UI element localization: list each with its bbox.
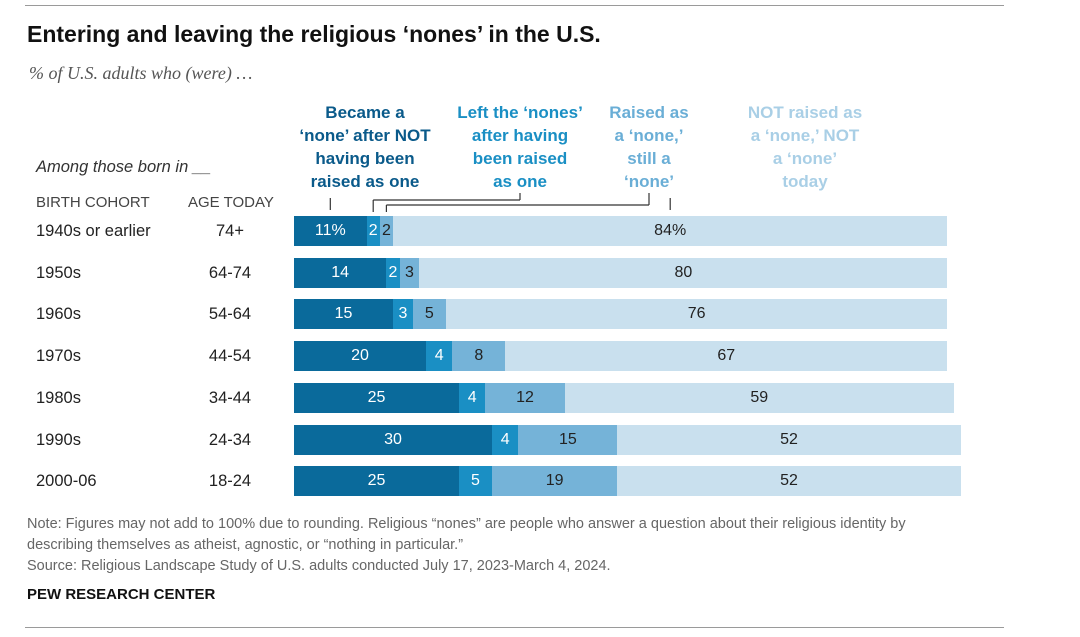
chart-notes: Note: Figures may not add to 100% due to… (27, 514, 1027, 577)
bar-segment-series-3 (485, 382, 565, 413)
bar-value-label: 2 (381, 222, 391, 239)
bar-segment-series-4 (617, 466, 961, 497)
bar-value-label: 67 (717, 347, 736, 365)
chart-subtitle: % of U.S. adults who (were) … (29, 63, 253, 83)
bar-segment-series-4 (564, 382, 954, 413)
bar-value-label: 2 (388, 263, 398, 281)
bar-value-label: 4 (434, 347, 444, 365)
bar-segment-series-3 (399, 257, 420, 288)
bar-segment-series-1 (294, 341, 426, 372)
bar-segment-series-2 (386, 257, 400, 288)
bar-value-label: 15 (334, 305, 353, 323)
age-label: 24-34 (208, 430, 252, 449)
row-header: Among those born in __ (36, 158, 212, 176)
age-today-header: AGE TODAY (188, 194, 274, 211)
bar-segment-series-3 (412, 299, 446, 330)
bar-segment-series-1 (294, 257, 387, 288)
legend-item-2: Left the ‘nones’ after having been raise… (457, 103, 583, 191)
bar-value-label: 4 (467, 388, 477, 406)
bar-value-label: 25 (367, 388, 386, 406)
bar-segment-series-2 (393, 299, 413, 330)
bar-segment-series-2 (366, 216, 380, 246)
bar-value-label: 80 (674, 263, 693, 281)
bar-value-label: 11% (314, 222, 346, 239)
bar-value-label: 19 (545, 472, 564, 490)
bar-value-label: 3 (398, 305, 408, 323)
birth-cohort-header: BIRTH COHORT (36, 194, 150, 211)
bar-segment-series-1 (294, 382, 459, 413)
chart-title: Entering and leaving the religious ‘none… (27, 21, 601, 47)
bar-value-label: 4 (500, 430, 510, 448)
cohort-label: 1940s or earlier (36, 222, 151, 240)
cohort-label: 1960s (36, 305, 81, 324)
age-label: 64-74 (208, 263, 252, 282)
age-label: 18-24 (208, 472, 252, 491)
bar-segment-series-4 (419, 257, 948, 288)
bar-value-label: 8 (474, 347, 484, 365)
bar-segment-series-4 (445, 299, 948, 330)
bar-segment-series-3 (518, 424, 618, 455)
cohort-label: 1950s (36, 263, 81, 282)
bar-value-label: 5 (471, 472, 480, 490)
bar-value-label: 52 (780, 430, 798, 448)
bar-segment-series-4 (505, 341, 948, 372)
bar-segment-series-1 (294, 299, 393, 330)
cohort-label: 2000-06 (36, 472, 97, 491)
legend-item-4: NOT raised as a ‘none,’ NOT a ‘none’ tod… (747, 103, 863, 191)
bar-segment-series-2 (492, 424, 519, 455)
bar-value-label: 14 (331, 263, 350, 281)
note-line: Note: Figures may not add to 100% due to… (27, 516, 906, 532)
legend-item-1: Became a ‘none’ after NOT having been ra… (299, 103, 431, 191)
top-rule (25, 5, 1004, 6)
bar-value-label: 20 (351, 347, 369, 365)
age-label: 44-54 (208, 347, 252, 366)
bar-segment-series-2 (426, 341, 453, 372)
bar-value-label: 5 (424, 305, 434, 323)
bar-value-label: 84% (654, 222, 687, 239)
bar-value-label: 2 (368, 222, 378, 239)
bar-segment-series-1 (294, 466, 459, 497)
bar-value-label: 30 (384, 430, 402, 448)
source-organization: PEW RESEARCH CENTER (27, 586, 216, 603)
bar-segment-series-4 (393, 216, 948, 246)
bar-value-label: 3 (405, 263, 414, 281)
bar-value-label: 12 (516, 388, 534, 406)
note-line: describing themselves as atheist, agnost… (27, 537, 464, 553)
bar-value-label: 25 (367, 472, 386, 490)
bottom-rule (25, 627, 1004, 628)
bar-segment-series-3 (452, 341, 506, 372)
cohort-label: 1990s (36, 430, 81, 449)
bar-segment-series-4 (617, 424, 961, 455)
bar-segment-series-3 (379, 216, 393, 246)
bar-value-label: 76 (687, 305, 706, 323)
bar-segment-series-2 (459, 382, 486, 413)
age-label: 54-64 (208, 305, 252, 324)
bar-value-label: 52 (780, 472, 798, 490)
legend-item-3: Raised as a ‘none,’ still a ‘none’ (609, 103, 689, 191)
source-line: Source: Religious Landscape Study of U.S… (27, 558, 611, 574)
bar-segment-series-2 (459, 466, 492, 497)
bar-segment-series-1 (294, 424, 492, 455)
cohort-label: 1970s (36, 347, 81, 366)
age-label: 74+ (216, 222, 244, 240)
bar-segment-series-3 (492, 466, 618, 497)
bar-value-label: 15 (558, 430, 577, 448)
age-label: 34-44 (208, 388, 252, 407)
cohort-label: 1980s (36, 388, 81, 407)
bar-segment-series-1 (294, 216, 367, 246)
bar-value-label: 59 (750, 388, 769, 406)
